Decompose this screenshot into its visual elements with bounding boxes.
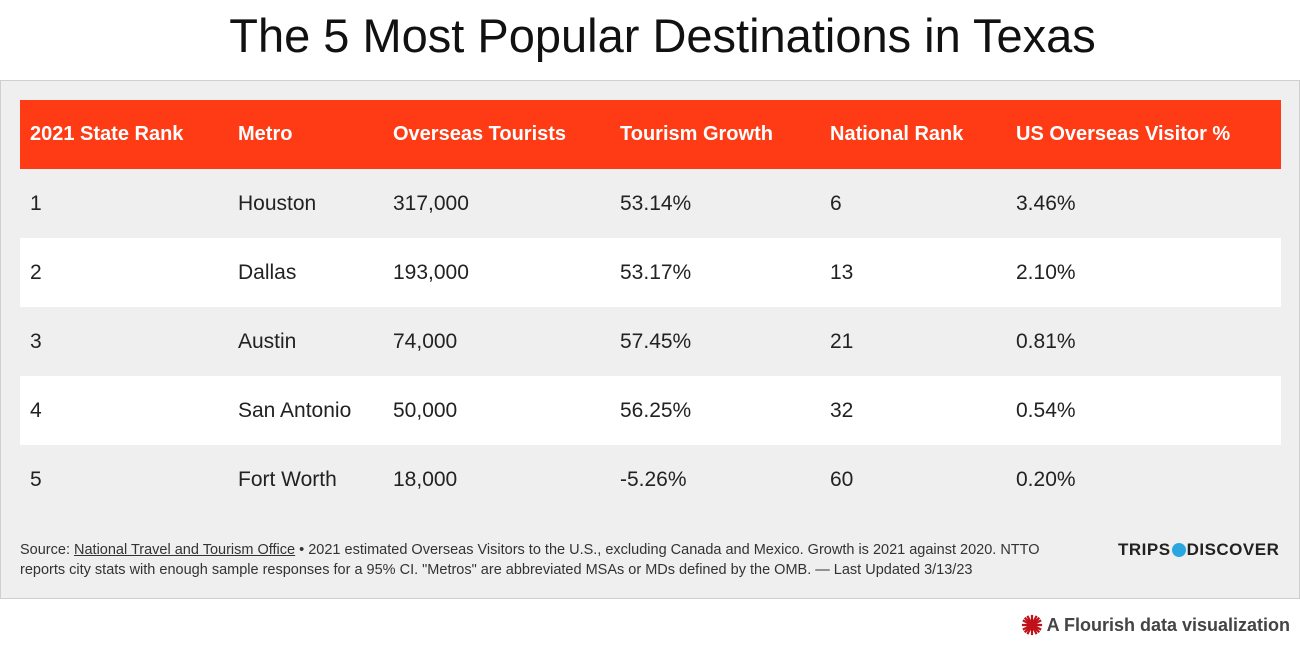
header-tourism-growth: Tourism Growth xyxy=(620,100,830,169)
table-row: 1 Houston 317,000 53.14% 6 3.46% xyxy=(20,169,1281,238)
cell-overseas-tourists: 18,000 xyxy=(393,467,458,491)
cell-tourism-growth: 53.14% xyxy=(620,191,692,215)
header-visitor-pct: US Overseas Visitor % xyxy=(1016,100,1281,169)
cell-tourism-growth: 57.45% xyxy=(620,329,692,353)
cell-metro: San Antonio xyxy=(238,376,393,445)
logo-text-left: TRIPS xyxy=(1118,540,1171,559)
cell-metro: Dallas xyxy=(238,238,393,307)
table-row: 5 Fort Worth 18,000 -5.26% 60 0.20% xyxy=(20,445,1281,514)
cell-metro: Austin xyxy=(238,329,297,353)
table-header-row: 2021 State Rank Metro Overseas Tourists … xyxy=(20,100,1281,169)
cell-overseas-tourists: 193,000 xyxy=(393,238,620,307)
flourish-credit[interactable]: A Flourish data visualization xyxy=(1021,614,1290,636)
source-note: Source: National Travel and Tourism Offi… xyxy=(20,540,1080,580)
tripstodiscover-logo: TRIPS DISCOVER xyxy=(1118,540,1279,560)
flourish-burst-icon xyxy=(1021,614,1042,636)
cell-visitor-pct: 0.81% xyxy=(1016,329,1076,353)
source-link[interactable]: National Travel and Tourism Office xyxy=(74,542,296,558)
cell-state-rank: 1 xyxy=(30,191,42,215)
cell-national-rank: 6 xyxy=(830,191,842,215)
cell-state-rank: 4 xyxy=(20,376,238,445)
cell-overseas-tourists: 74,000 xyxy=(393,329,458,353)
header-national-rank: National Rank xyxy=(830,100,1016,169)
cell-overseas-tourists: 50,000 xyxy=(393,376,620,445)
cell-state-rank: 2 xyxy=(20,238,238,307)
page-title: The 5 Most Popular Destinations in Texas xyxy=(229,9,1096,62)
cell-tourism-growth: -5.26% xyxy=(620,467,687,491)
cell-visitor-pct: 0.54% xyxy=(1016,376,1281,445)
logo-dot-icon xyxy=(1171,543,1186,557)
cell-metro: Houston xyxy=(238,191,317,215)
cell-tourism-growth: 53.17% xyxy=(620,238,830,307)
header-state-rank: 2021 State Rank xyxy=(20,100,238,169)
table-row: 2 Dallas 193,000 53.17% 13 2.10% xyxy=(20,238,1281,307)
cell-national-rank: 60 xyxy=(830,467,854,491)
cell-visitor-pct: 2.10% xyxy=(1016,238,1281,307)
header-metro: Metro xyxy=(238,100,393,169)
cell-state-rank: 5 xyxy=(30,467,42,491)
logo-text-right: DISCOVER xyxy=(1186,540,1280,559)
cell-national-rank: 32 xyxy=(830,376,1016,445)
cell-visitor-pct: 0.20% xyxy=(1016,467,1076,491)
source-prefix: Source: xyxy=(20,542,74,558)
flourish-label: A Flourish data visualization xyxy=(1046,614,1290,635)
table-panel: 2021 State Rank Metro Overseas Tourists … xyxy=(0,80,1300,599)
cell-national-rank: 21 xyxy=(830,329,854,353)
source-note-text: • 2021 estimated Overseas Visitors to th… xyxy=(20,542,1040,578)
header-overseas-tourists: Overseas Tourists xyxy=(393,100,620,169)
cell-tourism-growth: 56.25% xyxy=(620,376,830,445)
cell-visitor-pct: 3.46% xyxy=(1016,191,1076,215)
table-row: 3 Austin 74,000 57.45% 21 0.81% xyxy=(20,307,1281,376)
cell-national-rank: 13 xyxy=(830,238,1016,307)
cell-metro: Fort Worth xyxy=(238,467,337,491)
cell-state-rank: 3 xyxy=(30,329,42,353)
table-row: 4 San Antonio 50,000 56.25% 32 0.54% xyxy=(20,376,1281,445)
destinations-table: 2021 State Rank Metro Overseas Tourists … xyxy=(20,100,1281,514)
cell-overseas-tourists: 317,000 xyxy=(393,191,469,215)
